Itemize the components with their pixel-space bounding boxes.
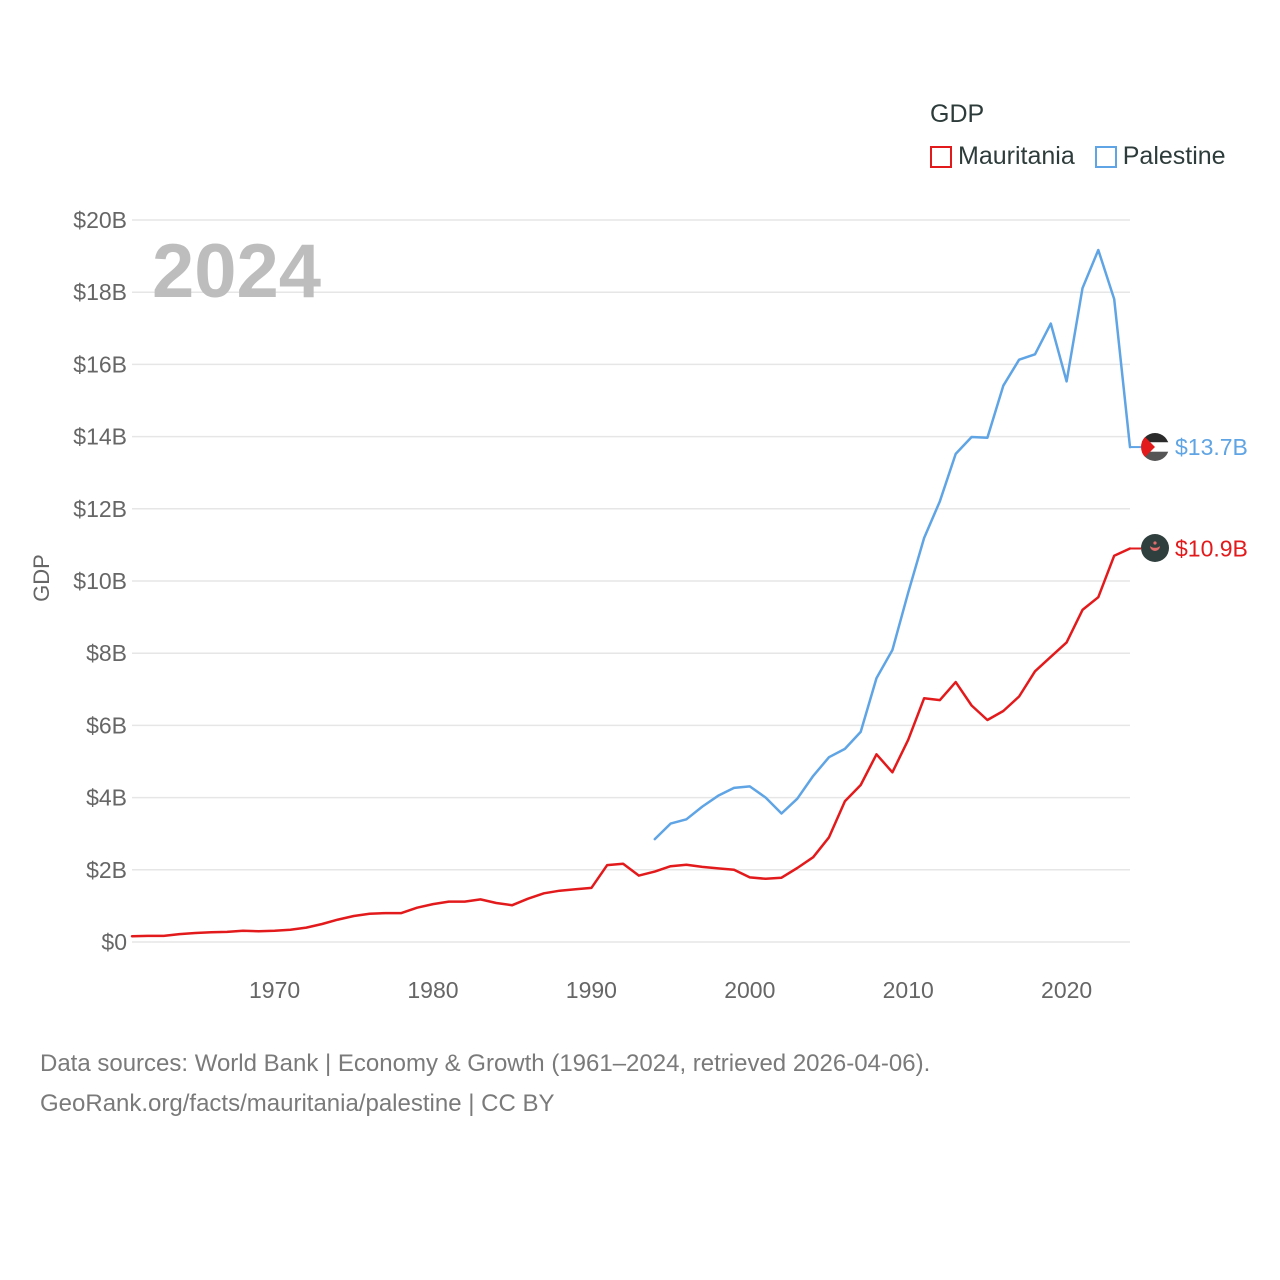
y-axis-title: GDP: [29, 554, 54, 602]
end-label-mauritania: $10.9B: [1175, 536, 1248, 562]
end-markers: [1141, 433, 1169, 562]
legend-swatch-mauritania: [930, 145, 952, 168]
end-label-palestine: $13.7B: [1175, 434, 1248, 460]
y-axis-ticks: $0 $2B $4B $6B $8B $10B $12B $14B $16B $18B $20B: [73, 207, 127, 955]
x-tick-label: 1970: [249, 977, 300, 1003]
mauritania-flag-icon: [1141, 534, 1169, 562]
y-tick-label: $2B: [86, 857, 127, 883]
palestine-flag-icon: [1141, 433, 1169, 461]
y-tick-label: $6B: [86, 712, 127, 738]
series-line-mauritania: [130, 547, 1132, 938]
legend-swatch-palestine: [1094, 145, 1117, 168]
legend-label-mauritania: Mauritania: [958, 142, 1075, 170]
x-tick-label: 2010: [883, 977, 934, 1003]
x-tick-label: 2020: [1041, 977, 1092, 1003]
y-tick-label: $18B: [73, 279, 127, 305]
x-axis-ticks: 1970 1980 1990 2000 2010 2020: [249, 977, 1092, 1003]
grid-lines: [132, 219, 1130, 943]
year-watermark: 2024: [152, 229, 322, 314]
y-tick-label: $20B: [73, 207, 127, 233]
end-labels: $10.9B $13.7B: [1175, 434, 1248, 561]
y-tick-label: $16B: [73, 351, 127, 377]
legend-label-palestine: Palestine: [1122, 142, 1226, 170]
y-tick-label: $8B: [86, 640, 127, 666]
y-tick-label: $4B: [86, 785, 127, 811]
legend-item-mauritania[interactable]: Mauritania: [930, 142, 1075, 171]
legend: Mauritania Palestine: [930, 142, 1246, 171]
y-tick-label: $10B: [73, 568, 127, 594]
y-tick-label: $14B: [73, 424, 127, 450]
source-line-1: Data sources: World Bank | Economy & Gro…: [40, 1050, 931, 1077]
y-tick-label: $12B: [73, 496, 127, 522]
x-tick-label: 2000: [724, 977, 775, 1003]
legend-item-palestine[interactable]: Palestine: [1094, 142, 1226, 171]
series-line-palestine: [653, 248, 1132, 841]
y-tick-label: $0: [101, 929, 127, 955]
source-note: Data sources: World Bank | Economy & Gro…: [40, 1044, 930, 1124]
source-line-2[interactable]: GeoRank.org/facts/mauritania/palestine |…: [40, 1090, 555, 1117]
x-tick-label: 1990: [566, 977, 617, 1003]
series-lines: [130, 248, 1141, 938]
legend-title: GDP: [930, 100, 985, 128]
x-tick-label: 1980: [407, 977, 458, 1003]
